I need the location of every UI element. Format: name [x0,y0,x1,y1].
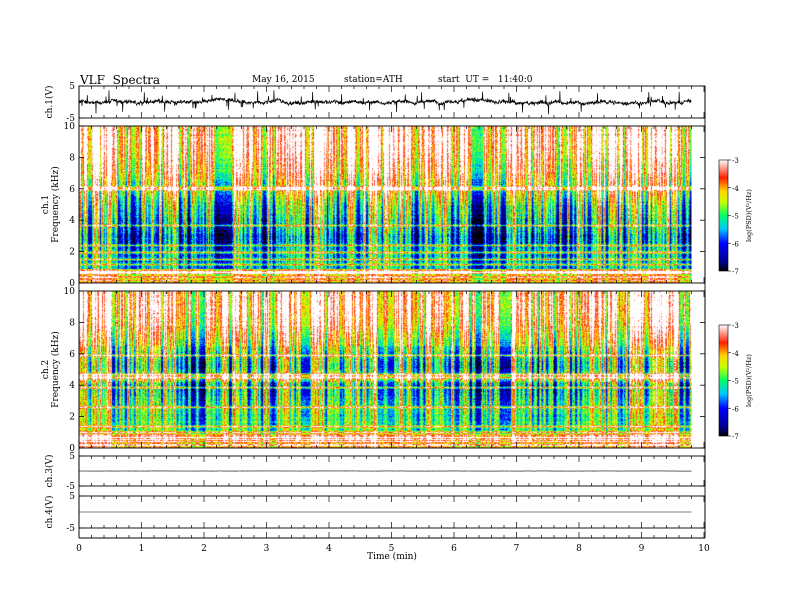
x-tick-label: 5 [389,544,395,554]
ch2-spectrogram-colorbar [718,324,729,437]
x-tick-label: 6 [451,544,457,554]
ch3-waveform-ytick-label: 5 [69,452,75,462]
ch1-spectrogram-ytick-label: 10 [64,122,76,132]
ch1-spectrogram-ylabel: Frequency (kHz) [50,166,61,243]
ch1-spectrogram-blank [691,126,704,283]
ch2-spectrogram-colorbar-tick-label: -5 [732,378,739,386]
ch1-spectrogram-ytick-label: 4 [69,216,75,226]
ch1-spectrogram-colorbar-tick-label: -6 [732,240,739,248]
x-tick-label: 4 [326,544,332,554]
x-tick-label: 7 [514,544,520,554]
ch2-spectrogram-ytick-label: 4 [69,381,75,391]
x-tick-label: 10 [698,544,710,554]
ch1-spectrogram-image [79,126,692,283]
ch1-spectrogram-colorbar-tick-label: -4 [732,185,739,193]
x-tick-label: 8 [576,544,582,554]
chart-title: VLF Spectra [80,73,161,87]
ch2-spectrogram-ytick-label: 8 [69,318,75,328]
ch3-waveform-ylabel: ch.3(V) [44,455,55,488]
ch1-spectrogram-colorbar-label: log(PSD)(V²/Hz) [745,189,753,242]
ch1-spectrogram-colorbar-tick-label: -5 [732,213,739,221]
x-axis-label: Time (min) [367,551,417,562]
ch1-waveform-ylabel: ch.1(V) [44,86,55,119]
ch2-spectrogram-colorbar-tick-label: -3 [732,322,739,330]
ch2-spectrogram-image [79,291,692,448]
ch2-spectrogram-colorbar-label: log(PSD)(V²/Hz) [745,354,753,407]
ch2-spectrogram-blank [691,291,704,448]
ch2-spectrogram-colorbar-tick-label: -4 [732,350,739,358]
ch1-waveform-ytick-label: -5 [66,114,75,124]
x-tick-label: 1 [139,544,145,554]
start-time-label: start UT = 11:40:0 [438,75,533,85]
ch1-spectrogram-colorbar-tick-label: -7 [732,268,739,276]
station-label: station=ATH [344,75,403,85]
ch2-spectrogram-ytick-label: 0 [69,444,75,454]
ch2-spectrogram-ytick-label: 6 [69,350,75,360]
ch2-spectrogram-ylabel: Frequency (kHz) [50,331,61,408]
ch1-waveform-ytick-label: 5 [69,82,75,92]
date-label: May 16, 2015 [252,75,315,85]
ch1-spectrogram-ytick-label: 2 [69,248,75,258]
ch1-waveform-trace [78,90,692,115]
x-tick-label: 3 [264,544,270,554]
ch2-spectrogram-colorbar-tick-label: -7 [732,433,739,441]
ch1-spectrogram-ytick-label: 0 [69,279,75,289]
x-tick-label: 2 [201,544,207,554]
ch1-spectrogram-ytick-label: 8 [69,153,75,163]
ch1-spectrogram-colorbar-tick-label: -3 [732,157,739,165]
ch4-waveform-ytick-label: 5 [69,492,75,502]
ch1-spectrogram-colorbar [718,159,729,272]
ch1-spectrogram-ytick-label: 6 [69,185,75,195]
ch3-waveform-ytick-label: -5 [66,482,75,492]
ch2-spectrogram-colorbar-tick-label: -6 [732,405,739,413]
ch2-spectrogram-ytick-label: 10 [64,287,76,297]
ch2-spectrogram-ytick-label: 2 [69,413,75,423]
x-tick-label: 9 [639,544,645,554]
x-tick-label: 0 [76,544,82,554]
ch4-waveform-ylabel: ch.4(V) [44,496,55,529]
ch1-spectrogram-channel-label: ch.1 [41,195,51,214]
ch2-spectrogram-channel-label: ch.2 [41,360,51,379]
ch4-waveform-ytick-label: -5 [66,524,75,534]
